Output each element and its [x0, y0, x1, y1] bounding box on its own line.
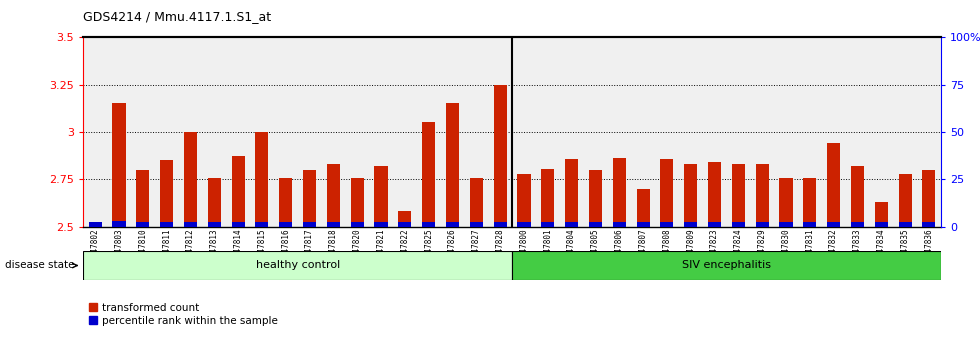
- Bar: [160, 222, 173, 227]
- Bar: [160, 160, 173, 227]
- Bar: [398, 222, 412, 227]
- Bar: [922, 170, 936, 227]
- Bar: [136, 222, 149, 227]
- Text: healthy control: healthy control: [256, 261, 340, 270]
- Bar: [398, 211, 412, 227]
- Bar: [661, 222, 673, 227]
- Bar: [469, 178, 483, 227]
- Bar: [732, 164, 745, 227]
- Bar: [636, 222, 650, 227]
- Bar: [827, 143, 840, 227]
- Bar: [184, 222, 197, 227]
- Bar: [446, 103, 459, 227]
- Bar: [279, 178, 292, 227]
- Bar: [732, 222, 745, 227]
- Bar: [208, 222, 220, 227]
- Bar: [446, 222, 459, 227]
- Bar: [256, 222, 269, 227]
- Bar: [827, 222, 840, 227]
- Bar: [684, 222, 697, 227]
- Bar: [612, 222, 626, 227]
- Bar: [708, 162, 721, 227]
- Bar: [422, 222, 435, 227]
- Text: GDS4214 / Mmu.4117.1.S1_at: GDS4214 / Mmu.4117.1.S1_at: [83, 10, 271, 23]
- Bar: [779, 178, 793, 227]
- Bar: [541, 169, 555, 227]
- Bar: [494, 85, 507, 227]
- Bar: [374, 166, 388, 227]
- Bar: [756, 164, 768, 227]
- Bar: [327, 164, 340, 227]
- Bar: [851, 222, 864, 227]
- Bar: [541, 222, 555, 227]
- Bar: [83, 251, 512, 280]
- Bar: [494, 222, 507, 227]
- Legend: transformed count, percentile rank within the sample: transformed count, percentile rank withi…: [88, 303, 278, 326]
- Bar: [661, 159, 673, 227]
- Bar: [779, 222, 793, 227]
- Text: SIV encephalitis: SIV encephalitis: [682, 261, 771, 270]
- Bar: [422, 122, 435, 227]
- Bar: [184, 132, 197, 227]
- Bar: [899, 173, 911, 227]
- Bar: [303, 222, 317, 227]
- Bar: [113, 103, 125, 227]
- Bar: [303, 170, 317, 227]
- Bar: [636, 189, 650, 227]
- Bar: [589, 170, 602, 227]
- Bar: [512, 251, 941, 280]
- Bar: [922, 222, 936, 227]
- Bar: [88, 222, 102, 227]
- Bar: [804, 222, 816, 227]
- Bar: [327, 222, 340, 227]
- Bar: [589, 222, 602, 227]
- Bar: [351, 222, 364, 227]
- Bar: [851, 166, 864, 227]
- Bar: [875, 202, 888, 227]
- Text: disease state: disease state: [5, 261, 74, 270]
- Bar: [756, 222, 768, 227]
- Bar: [565, 159, 578, 227]
- Bar: [231, 222, 245, 227]
- Bar: [517, 222, 530, 227]
- Bar: [875, 222, 888, 227]
- Bar: [351, 178, 364, 227]
- Bar: [517, 173, 530, 227]
- Bar: [469, 222, 483, 227]
- Bar: [565, 222, 578, 227]
- Bar: [374, 222, 388, 227]
- Bar: [804, 178, 816, 227]
- Bar: [684, 164, 697, 227]
- Bar: [612, 158, 626, 227]
- Bar: [899, 222, 911, 227]
- Bar: [136, 170, 149, 227]
- Bar: [708, 222, 721, 227]
- Bar: [256, 132, 269, 227]
- Bar: [279, 222, 292, 227]
- Bar: [113, 221, 125, 227]
- Bar: [208, 178, 220, 227]
- Bar: [231, 156, 245, 227]
